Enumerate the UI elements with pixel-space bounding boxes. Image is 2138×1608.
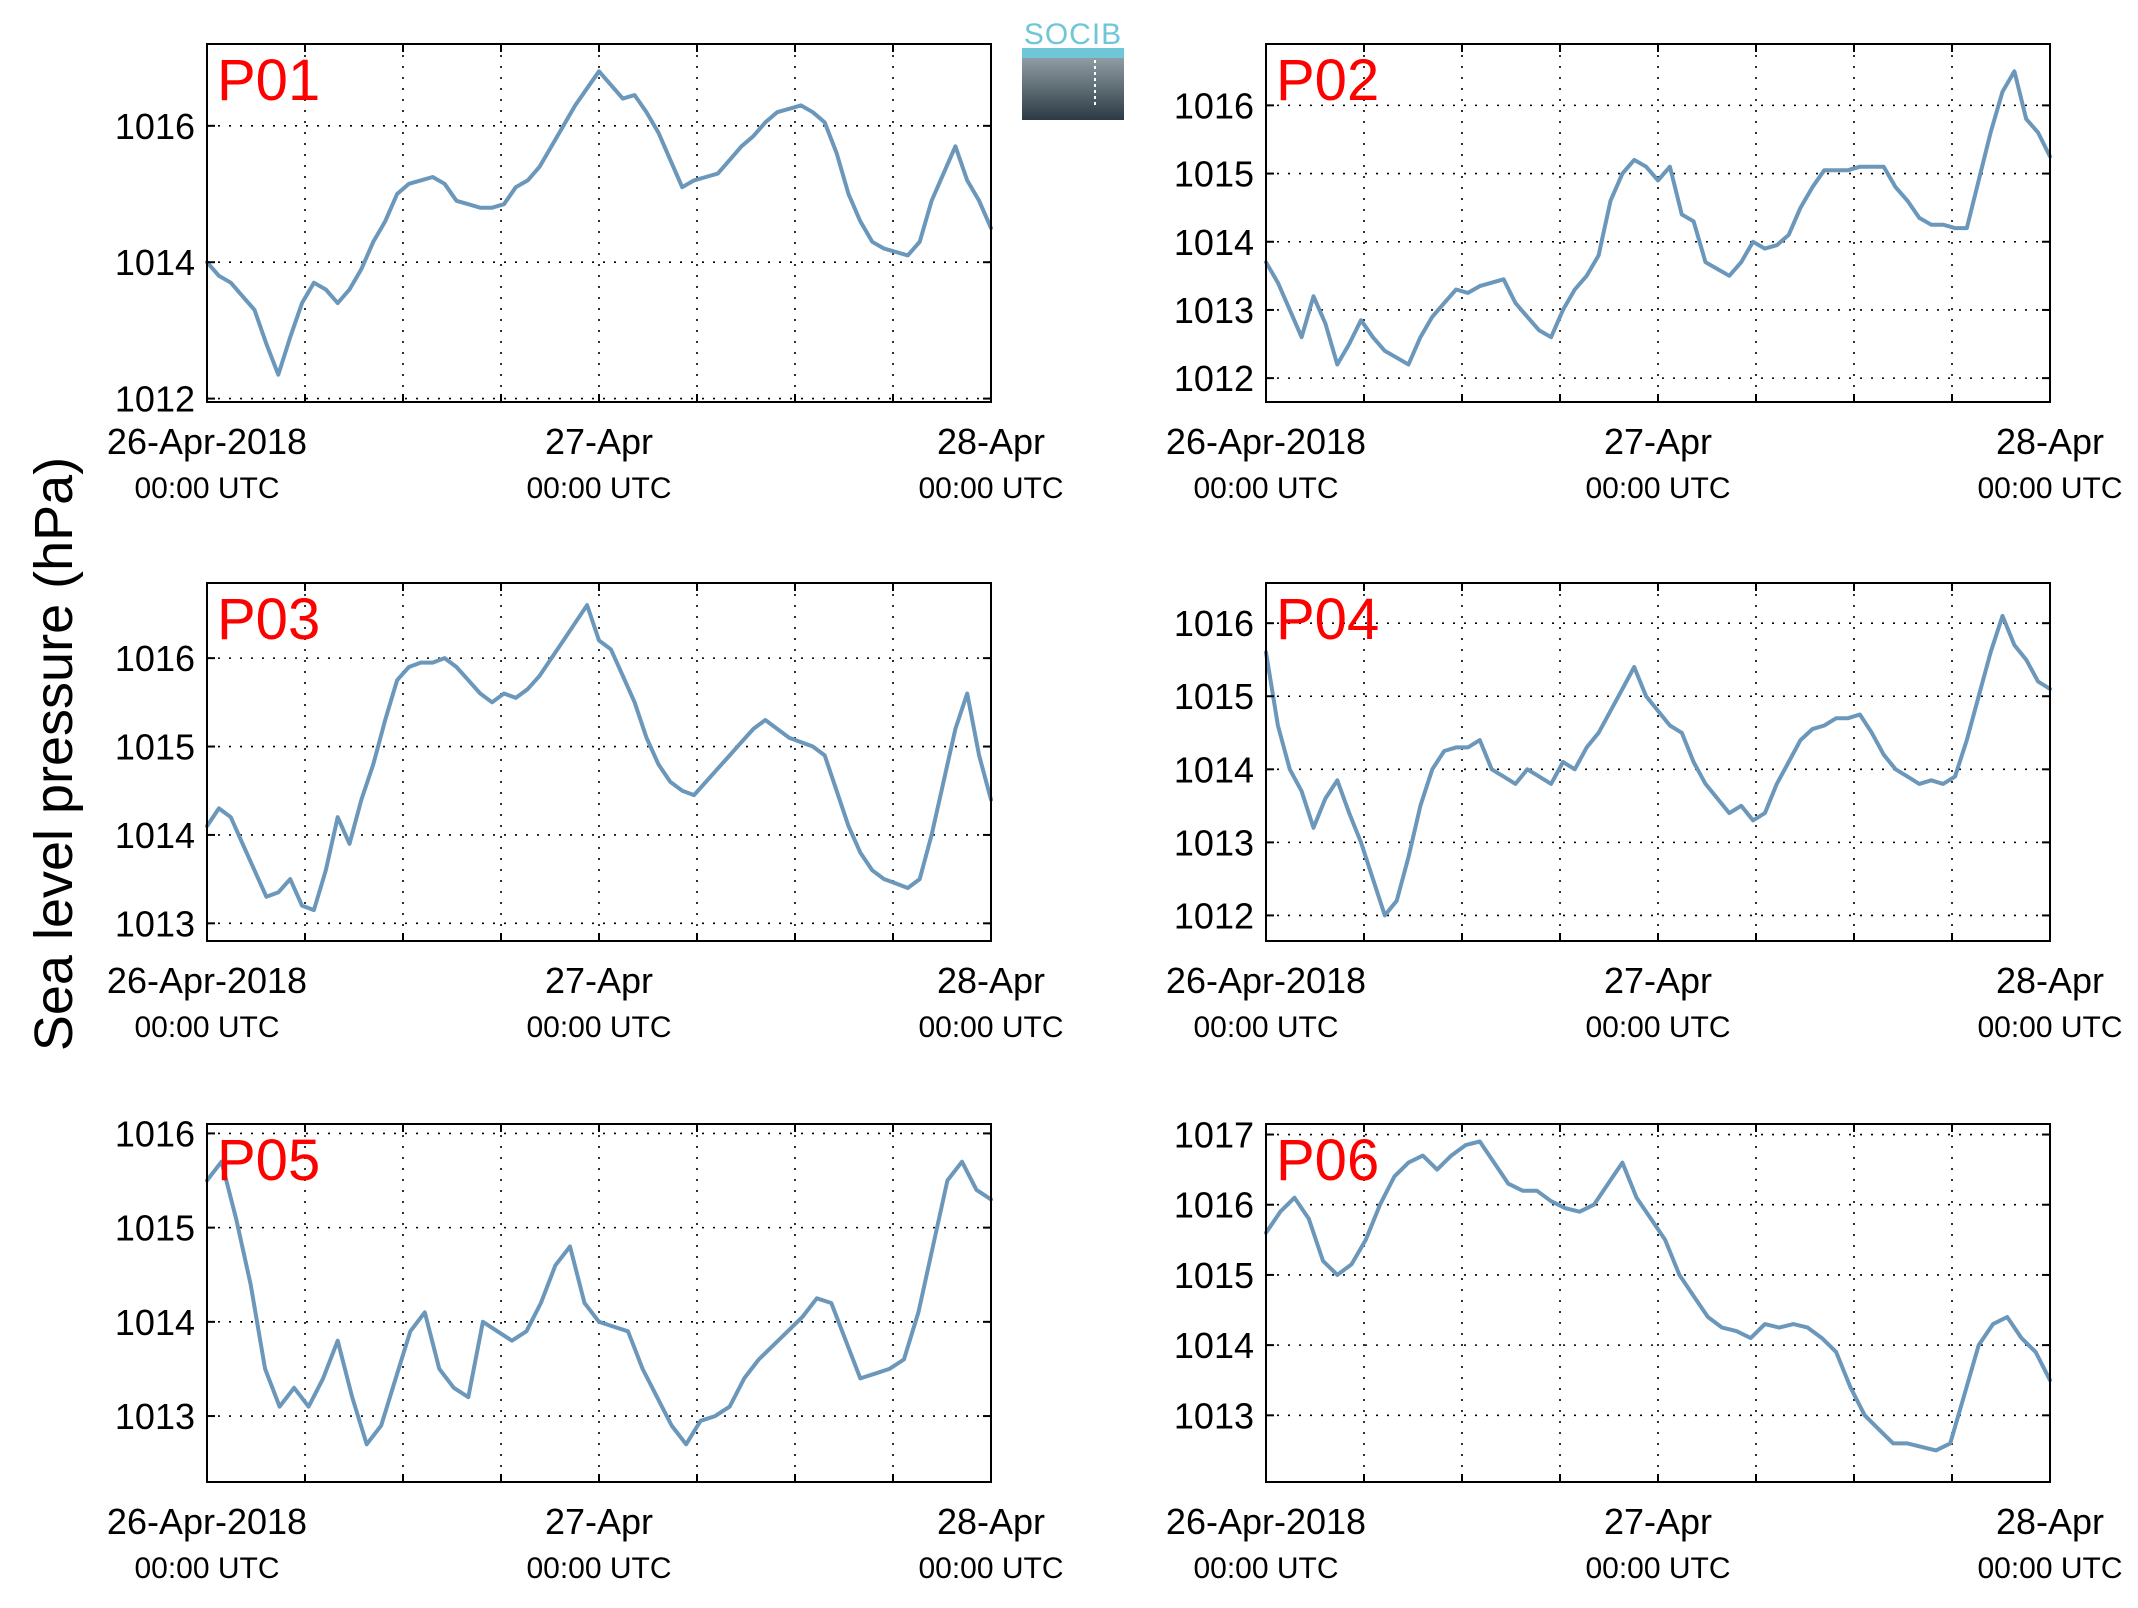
logo-text: SOCIB [1024, 18, 1122, 51]
y-tick-label: 1016 [115, 106, 195, 147]
series-line [1264, 69, 2052, 367]
y-tick-label: 1012 [115, 379, 195, 420]
x-tick-time-label: 00:00 UTC [918, 1552, 1063, 1585]
y-tick-label: 1014 [1174, 222, 1254, 263]
series-line [205, 603, 993, 913]
x-tick-time-label: 00:00 UTC [1193, 1011, 1338, 1044]
x-tick-date-label: 28-Apr [1996, 960, 2104, 1001]
panel-label-p01: P01 [217, 48, 320, 113]
x-tick-time-label: 00:00 UTC [1193, 472, 1338, 505]
y-tick-label: 1013 [115, 1396, 195, 1437]
series-line [205, 69, 993, 377]
y-axis-label: Sea level pressure (hPa) [24, 457, 84, 1051]
y-tick-label: 1013 [1174, 822, 1254, 863]
panel-label-p05: P05 [217, 1128, 320, 1193]
x-tick-time-label: 00:00 UTC [1585, 1552, 1730, 1585]
y-tick-label: 1016 [1174, 85, 1254, 126]
y-tick-label: 1014 [1174, 749, 1254, 790]
x-tick-date-label: 28-Apr [1996, 421, 2104, 462]
series-line [1264, 613, 2052, 918]
logo-water-block [1022, 58, 1124, 120]
x-tick-date-label: 27-Apr [545, 421, 653, 462]
panels: 1012 1014 1016 26-Apr-2018 00:00 UTC 27-Apr 00… [107, 43, 2123, 1585]
x-tick-date-label: 27-Apr [1604, 1501, 1712, 1542]
x-tick-date-label: 26-Apr-2018 [107, 421, 307, 462]
x-tick-date-label: 26-Apr-2018 [1166, 1501, 1366, 1542]
x-tick-time-label: 00:00 UTC [134, 1552, 279, 1585]
x-tick-time-label: 00:00 UTC [1193, 1552, 1338, 1585]
x-tick-time-label: 00:00 UTC [918, 472, 1063, 505]
x-tick-time-label: 00:00 UTC [1585, 1011, 1730, 1044]
y-tick-label: 1014 [115, 815, 195, 856]
panel-p05: 1013 1014 1015 1016 26-Apr-2018 00:00 UTC 27-A… [107, 1113, 1064, 1585]
y-tick-label: 1013 [1174, 1395, 1254, 1436]
y-tick-label: 1014 [115, 1302, 195, 1343]
x-tick-date-label: 27-Apr [1604, 421, 1712, 462]
y-tick-label: 1017 [1174, 1115, 1254, 1156]
y-tick-label: 1014 [1174, 1325, 1254, 1366]
panel-p06: 1013 1014 1015 1016 1017 26-Apr-2018 00:00 UTC… [1166, 1115, 2123, 1585]
x-tick-time-label: 00:00 UTC [526, 1011, 671, 1044]
x-tick-date-label: 26-Apr-2018 [1166, 421, 1366, 462]
x-tick-time-label: 00:00 UTC [134, 472, 279, 505]
x-tick-date-label: 28-Apr [937, 1501, 1045, 1542]
y-tick-label: 1012 [1174, 358, 1254, 399]
y-tick-label: 1012 [1174, 895, 1254, 936]
y-tick-label: 1016 [1174, 1185, 1254, 1226]
y-tick-label: 1016 [115, 1113, 195, 1154]
y-tick-label: 1015 [1174, 1255, 1254, 1296]
panel-label-p06: P06 [1276, 1128, 1379, 1193]
x-tick-time-label: 00:00 UTC [134, 1011, 279, 1044]
x-tick-date-label: 28-Apr [937, 960, 1045, 1001]
y-tick-label: 1013 [1174, 290, 1254, 331]
panel-label-p02: P02 [1276, 48, 1379, 113]
panel-p04: 1012 1013 1014 1015 1016 26-Apr-2018 00:00 UTC… [1166, 582, 2123, 1044]
x-tick-date-label: 26-Apr-2018 [1166, 960, 1366, 1001]
y-tick-label: 1013 [115, 903, 195, 944]
y-tick-label: 1015 [1174, 154, 1254, 195]
x-tick-date-label: 26-Apr-2018 [107, 960, 307, 1001]
panel-p03: 1013 1014 1015 1016 26-Apr-2018 00:00 UTC 27-A… [107, 582, 1064, 1044]
y-tick-label: 1015 [115, 727, 195, 768]
panel-label-p04: P04 [1276, 587, 1379, 652]
y-tick-label: 1016 [115, 638, 195, 679]
x-tick-date-label: 26-Apr-2018 [107, 1501, 307, 1542]
panel-p01: 1012 1014 1016 26-Apr-2018 00:00 UTC 27-Apr 00… [107, 43, 1064, 505]
x-tick-date-label: 28-Apr [1996, 1501, 2104, 1542]
x-tick-date-label: 28-Apr [937, 421, 1045, 462]
series-line [205, 1159, 993, 1447]
y-tick-label: 1015 [1174, 676, 1254, 717]
socib-logo: SOCIB [1022, 18, 1124, 120]
x-tick-time-label: 00:00 UTC [1585, 472, 1730, 505]
y-tick-label: 1015 [115, 1208, 195, 1249]
x-tick-date-label: 27-Apr [545, 960, 653, 1001]
y-tick-label: 1014 [115, 242, 195, 283]
x-tick-date-label: 27-Apr [1604, 960, 1712, 1001]
x-tick-time-label: 00:00 UTC [1977, 1552, 2122, 1585]
y-tick-label: 1016 [1174, 603, 1254, 644]
x-tick-time-label: 00:00 UTC [918, 1011, 1063, 1044]
x-tick-time-label: 00:00 UTC [526, 1552, 671, 1585]
panel-p02: 1012 1013 1014 1015 1016 26-Apr-2018 00:00 UTC… [1166, 43, 2123, 505]
x-tick-time-label: 00:00 UTC [1977, 472, 2122, 505]
series-line [1264, 1139, 2052, 1453]
x-tick-time-label: 00:00 UTC [1977, 1011, 2122, 1044]
x-tick-date-label: 27-Apr [545, 1501, 653, 1542]
panel-label-p03: P03 [217, 587, 320, 652]
x-tick-time-label: 00:00 UTC [526, 472, 671, 505]
